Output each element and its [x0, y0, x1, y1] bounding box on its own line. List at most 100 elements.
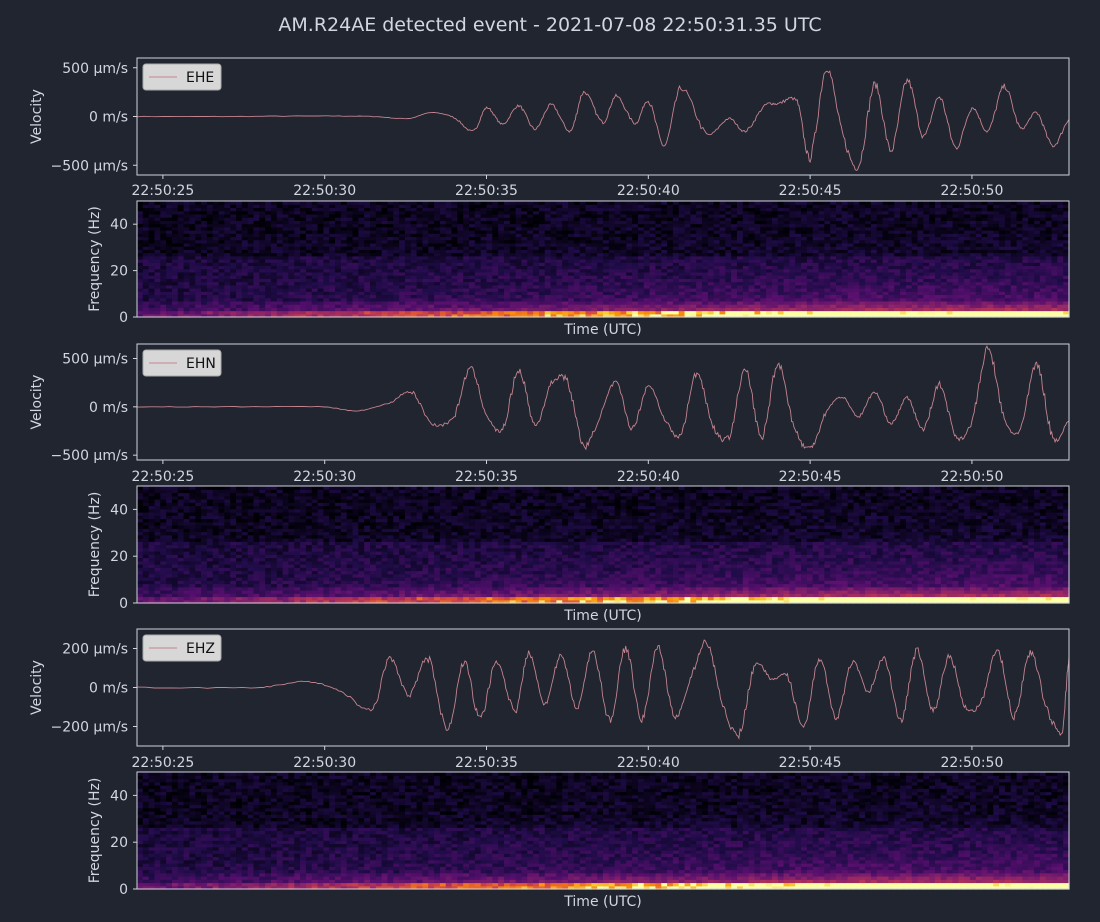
spectrogram-cell	[177, 313, 185, 318]
spectrogram-cell	[911, 307, 919, 312]
spectrogram-cell	[183, 259, 191, 263]
spectrogram-cell	[183, 262, 191, 267]
spectrogram-cell	[859, 268, 866, 273]
spectrogram-cell	[329, 220, 336, 225]
spectrogram-cell	[812, 288, 820, 292]
spectrogram-cell	[696, 262, 703, 267]
spectrogram-cell	[259, 255, 266, 260]
spectrogram-cell	[212, 204, 220, 209]
spectrogram-cell	[667, 252, 674, 257]
spectrogram-cell	[294, 242, 301, 247]
spectrogram-cell	[661, 239, 668, 244]
spectrogram-cell	[544, 268, 552, 273]
spectrogram-cell	[358, 236, 365, 241]
spectrogram-cell	[632, 252, 639, 257]
spectrogram-cell	[206, 304, 214, 308]
spectrogram-cell	[678, 201, 686, 205]
spectrogram-cell	[370, 230, 377, 234]
spectrogram-cell	[346, 271, 354, 276]
spectrogram-cell	[719, 281, 726, 286]
spectrogram-cell	[503, 297, 511, 302]
spectrogram-cell	[445, 255, 453, 260]
spectrogram-cell	[608, 291, 616, 296]
spectrogram-cell	[870, 281, 878, 286]
spectrogram-cell	[568, 294, 575, 299]
spectrogram-cell	[678, 265, 686, 270]
spectrogram-cell	[725, 294, 732, 299]
spectrogram-cell	[562, 236, 569, 241]
spectrogram-cell	[241, 307, 249, 312]
spectrogram-cell	[643, 307, 651, 312]
spectrogram-cell	[416, 262, 424, 267]
spectrogram-cell	[375, 259, 383, 263]
spectrogram-cell	[597, 265, 604, 270]
spectrogram-cell	[428, 213, 435, 218]
spectrogram-cell	[865, 220, 872, 225]
spectrogram-cell	[620, 239, 627, 244]
spectrogram-cell	[399, 307, 406, 312]
spectrogram-cell	[719, 310, 726, 315]
spectrogram-cell	[498, 204, 505, 209]
spectrogram-cell	[865, 236, 872, 241]
spectrogram-cell	[830, 220, 837, 225]
spectrogram-cell	[154, 210, 161, 215]
spectrogram-cell	[562, 233, 569, 238]
spectrogram-cell	[416, 281, 424, 286]
spectrogram-cell	[166, 233, 173, 238]
spectrogram-cell	[614, 310, 622, 315]
spectrogram-cell	[597, 223, 604, 228]
spectrogram-cell	[573, 223, 581, 228]
spectrogram-cell	[492, 310, 499, 315]
spectrogram-cell	[183, 275, 191, 279]
spectrogram-cell	[329, 230, 336, 234]
spectrogram-cell	[329, 271, 336, 276]
spectrogram-cell	[154, 313, 161, 318]
spectrogram-cell	[579, 252, 587, 257]
spectrogram-cell	[870, 268, 878, 273]
spectrogram-cell	[224, 213, 231, 218]
spectrogram-cell	[841, 284, 849, 289]
spectrogram-cell	[201, 284, 208, 289]
spectrogram-cell	[830, 230, 837, 234]
spectrogram-cell	[696, 268, 703, 273]
spectrogram-cell	[568, 268, 575, 273]
spectrogram-cell	[370, 262, 377, 267]
spectrogram-cell	[439, 307, 447, 312]
spectrogram-cell	[189, 307, 196, 312]
spectrogram-cell	[713, 213, 721, 218]
spectrogram-cell	[189, 278, 196, 283]
spectrogram-cell	[643, 313, 651, 318]
spectrogram-cell	[282, 313, 290, 318]
spectrogram-cell	[935, 233, 942, 238]
spectrogram-cell	[399, 210, 406, 215]
spectrogram-cell	[882, 300, 890, 305]
spectrogram-cell	[370, 246, 377, 250]
spectrogram-cell	[585, 220, 592, 225]
spectrogram-cell	[905, 268, 913, 273]
spectrogram-cell	[620, 275, 627, 279]
spectrogram-cell	[719, 204, 726, 209]
spectrogram-cell	[346, 281, 354, 286]
spectrogram-cell	[212, 281, 220, 286]
spectrogram-cell	[206, 268, 214, 273]
spectrogram-cell	[667, 304, 674, 308]
spectrogram-cell	[393, 268, 400, 273]
spectrogram-cell	[340, 262, 348, 267]
spectrogram-cell	[521, 300, 528, 305]
spectrogram-cell	[702, 239, 709, 244]
spectrogram-cell	[923, 230, 930, 234]
spectrogram-cell	[771, 220, 779, 225]
spectrogram-cell	[841, 310, 849, 315]
spectrogram-cell	[434, 275, 441, 279]
spectrogram-cell	[480, 249, 488, 254]
spectrogram-cell	[335, 201, 342, 205]
spectrogram-cell	[667, 288, 674, 292]
spectrogram-cell	[463, 201, 470, 205]
spectrogram-cell	[754, 313, 761, 318]
spectrogram-cell	[206, 217, 214, 221]
spectrogram-cell	[882, 265, 890, 270]
spectrogram-cell	[620, 294, 627, 299]
spectrogram-cell	[882, 226, 890, 231]
spectrogram-cell	[492, 246, 499, 250]
spectrogram-cell	[573, 252, 581, 257]
